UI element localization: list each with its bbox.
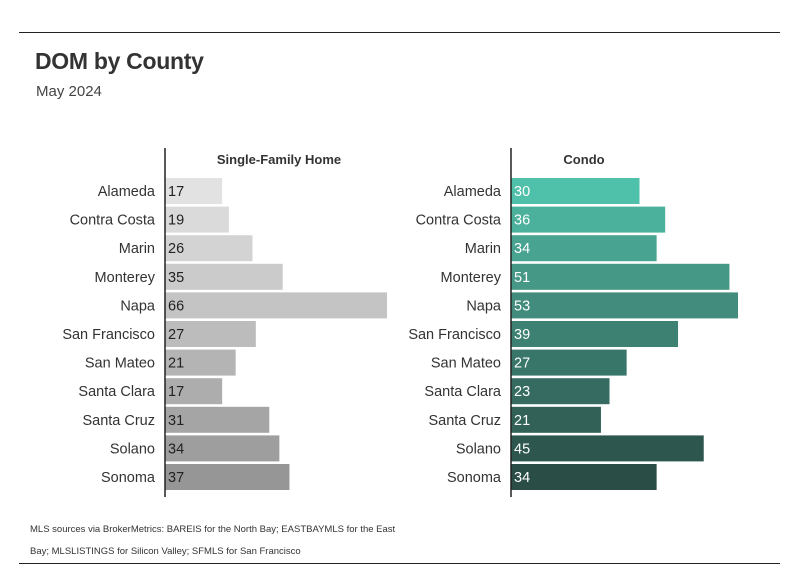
sfh-san-mateo-value-label: 21 [168, 356, 184, 372]
sfh-marin-value-label: 26 [168, 241, 184, 257]
sfh-napa-bar [165, 292, 387, 319]
chart-subtitle: May 2024 [36, 83, 102, 100]
sfh-marin-category-label: Marin [119, 241, 155, 257]
sfh-monterey-category-label: Monterey [95, 270, 156, 286]
sfh-sonoma-category-label: Sonoma [101, 470, 156, 486]
condo-solano-value-label: 45 [514, 441, 530, 457]
sfh-santa-clara-bar [165, 378, 223, 405]
sfh-san-francisco-value-label: 27 [168, 327, 184, 343]
sfh-monterey-value-label: 35 [168, 270, 184, 286]
condo-napa-value-label: 53 [514, 298, 530, 314]
condo-santa-clara-bar [511, 378, 610, 405]
sfh-santa-cruz-bar [165, 406, 270, 433]
source-note-line-2: Bay; MLSLISTINGS for Silicon Valley; SFM… [30, 546, 301, 557]
sfh-solano-value-label: 34 [168, 441, 184, 457]
condo-monterey-bar [511, 263, 730, 290]
condo-monterey-category-label: Monterey [441, 270, 502, 286]
condo-solano-bar [511, 435, 704, 462]
condo-marin-value-label: 34 [514, 241, 530, 257]
sfh-santa-clara-value-label: 17 [168, 384, 184, 400]
condo-napa-bar [511, 292, 738, 319]
condo-marin-bar [511, 235, 657, 262]
condo-santa-cruz-value-label: 21 [514, 413, 530, 429]
condo-santa-cruz-category-label: Santa Cruz [428, 413, 501, 429]
sfh-contra-costa-value-label: 19 [168, 213, 184, 229]
bottom-rule [19, 563, 780, 564]
sfh-contra-costa-bar [165, 206, 229, 233]
sfh-san-francisco-category-label: San Francisco [62, 327, 155, 343]
sfh-alameda-value-label: 17 [168, 184, 184, 200]
condo-san-mateo-bar [511, 349, 627, 376]
source-note-line-1: MLS sources via BrokerMetrics: BAREIS fo… [30, 524, 396, 535]
sfh-santa-cruz-value-label: 31 [168, 413, 184, 429]
condo-monterey-value-label: 51 [514, 270, 530, 286]
sfh-sonoma-value-label: 37 [168, 470, 184, 486]
sfh-solano-bar [165, 435, 280, 462]
sfh-santa-cruz-category-label: Santa Cruz [82, 413, 155, 429]
condo-san-francisco-category-label: San Francisco [408, 327, 501, 343]
condo-san-francisco-value-label: 39 [514, 327, 530, 343]
sfh-santa-clara-category-label: Santa Clara [78, 384, 156, 400]
condo-santa-cruz-bar [511, 406, 601, 433]
sfh-monterey-bar [165, 263, 283, 290]
sfh-alameda-category-label: Alameda [98, 184, 156, 200]
sfh-san-mateo-category-label: San Mateo [85, 356, 155, 372]
sfh-san-francisco-bar [165, 321, 256, 347]
condo-marin-category-label: Marin [465, 241, 501, 257]
condo-contra-costa-category-label: Contra Costa [416, 213, 502, 229]
sfh-panel-title: Single-Family Home [217, 152, 341, 167]
condo-contra-costa-bar [511, 206, 666, 233]
sfh-napa-value-label: 66 [168, 298, 184, 314]
sfh-solano-category-label: Solano [110, 441, 155, 457]
condo-santa-clara-value-label: 23 [514, 384, 530, 400]
chart-title: DOM by County [35, 48, 204, 74]
condo-solano-category-label: Solano [456, 441, 501, 457]
condo-alameda-category-label: Alameda [444, 184, 502, 200]
condo-san-mateo-value-label: 27 [514, 356, 530, 372]
condo-sonoma-value-label: 34 [514, 470, 530, 486]
sfh-sonoma-bar [165, 464, 290, 490]
condo-santa-clara-category-label: Santa Clara [424, 384, 502, 400]
condo-sonoma-category-label: Sonoma [447, 470, 502, 486]
condo-contra-costa-value-label: 36 [514, 213, 530, 229]
condo-sonoma-bar [511, 464, 657, 490]
sfh-contra-costa-category-label: Contra Costa [70, 213, 156, 229]
sfh-alameda-bar [165, 178, 223, 204]
condo-napa-category-label: Napa [466, 298, 502, 314]
condo-san-mateo-category-label: San Mateo [431, 356, 501, 372]
condo-alameda-bar [511, 178, 640, 204]
sfh-san-mateo-bar [165, 349, 236, 376]
top-rule [19, 32, 780, 33]
condo-san-francisco-bar [511, 321, 679, 347]
condo-panel-title: Condo [563, 152, 604, 167]
sfh-marin-bar [165, 235, 253, 262]
sfh-napa-category-label: Napa [120, 298, 156, 314]
condo-alameda-value-label: 30 [514, 184, 530, 200]
